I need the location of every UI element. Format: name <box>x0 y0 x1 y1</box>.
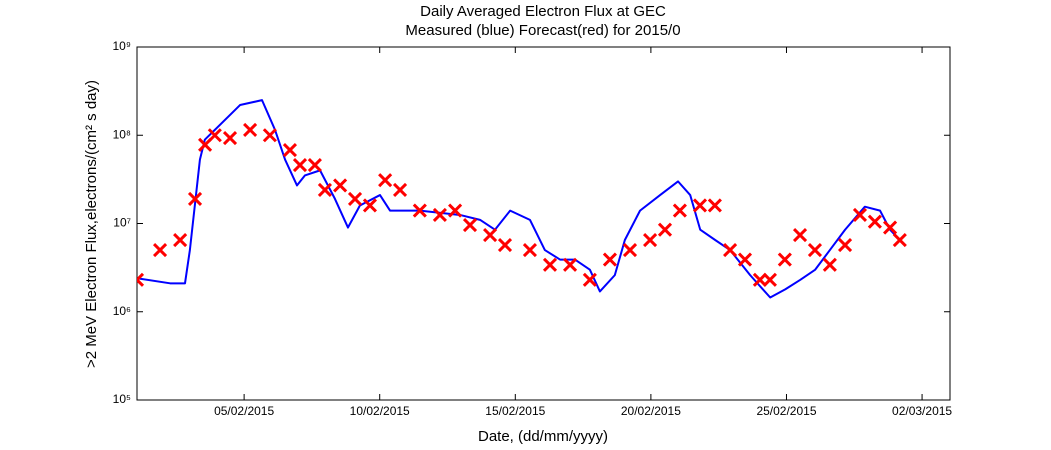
x-marker <box>837 237 853 253</box>
x-marker <box>707 198 722 213</box>
x-marker <box>333 178 348 193</box>
x-marker <box>737 252 753 267</box>
x-marker <box>317 182 332 198</box>
x-marker <box>852 207 868 223</box>
x-tick-label: 20/02/2015 <box>621 404 681 418</box>
x-marker <box>542 257 558 272</box>
x-tick-label: 15/02/2015 <box>485 404 545 418</box>
x-marker <box>462 218 478 233</box>
x-marker <box>262 128 277 143</box>
plot-area <box>137 99 907 299</box>
x-marker <box>243 122 258 137</box>
x-marker <box>883 220 898 235</box>
x-marker <box>362 198 378 213</box>
x-marker <box>173 232 188 248</box>
x-marker <box>207 128 222 143</box>
x-marker <box>412 203 427 218</box>
x-marker <box>792 227 808 243</box>
x-marker <box>222 130 238 146</box>
x-marker <box>522 243 538 258</box>
x-marker <box>347 191 363 206</box>
x-marker <box>622 243 638 258</box>
x-tick-label: 02/03/2015 <box>892 404 952 418</box>
series-line <box>137 99 901 299</box>
x-marker <box>282 142 298 158</box>
x-marker <box>762 272 777 287</box>
x-marker <box>672 203 687 218</box>
x-marker <box>822 257 837 272</box>
x-marker <box>643 232 658 248</box>
x-marker <box>392 182 408 198</box>
y-tick-label: 10⁶ <box>113 304 131 318</box>
x-marker <box>483 227 498 243</box>
x-marker <box>777 252 792 267</box>
x-marker <box>137 272 145 287</box>
x-marker <box>378 173 393 188</box>
x-marker <box>692 198 708 213</box>
x-marker <box>292 157 308 173</box>
y-tick-label: 10⁵ <box>113 392 131 406</box>
chart-title: Daily Averaged Electron Flux at GEC <box>420 3 666 20</box>
x-marker <box>187 191 203 206</box>
y-axis-label: >2 MeV Electron Flux,electrons/(cm² s da… <box>83 80 100 368</box>
x-tick-label: 10/02/2015 <box>350 404 410 418</box>
x-marker <box>892 232 907 248</box>
x-marker <box>723 243 738 258</box>
chart-subtitle: Measured (blue) Forecast(red) for 2015/0 <box>405 22 680 39</box>
x-marker <box>448 203 463 218</box>
x-marker <box>432 207 447 223</box>
x-tick-label: 25/02/2015 <box>756 404 816 418</box>
x-marker <box>807 243 823 258</box>
y-tick-label: 10⁹ <box>113 39 132 53</box>
x-marker <box>497 237 513 253</box>
y-tick-label: 10⁷ <box>113 216 131 230</box>
x-marker <box>657 222 673 237</box>
y-tick-label: 10⁸ <box>113 127 131 141</box>
x-marker <box>582 272 597 287</box>
x-marker <box>152 243 168 258</box>
x-marker <box>563 257 578 272</box>
x-marker <box>867 214 882 229</box>
x-axis-label: Date, (dd/mm/yyyy) <box>478 428 608 445</box>
x-marker <box>602 252 617 267</box>
x-tick-label: 05/02/2015 <box>214 404 274 418</box>
x-marker <box>307 157 322 173</box>
